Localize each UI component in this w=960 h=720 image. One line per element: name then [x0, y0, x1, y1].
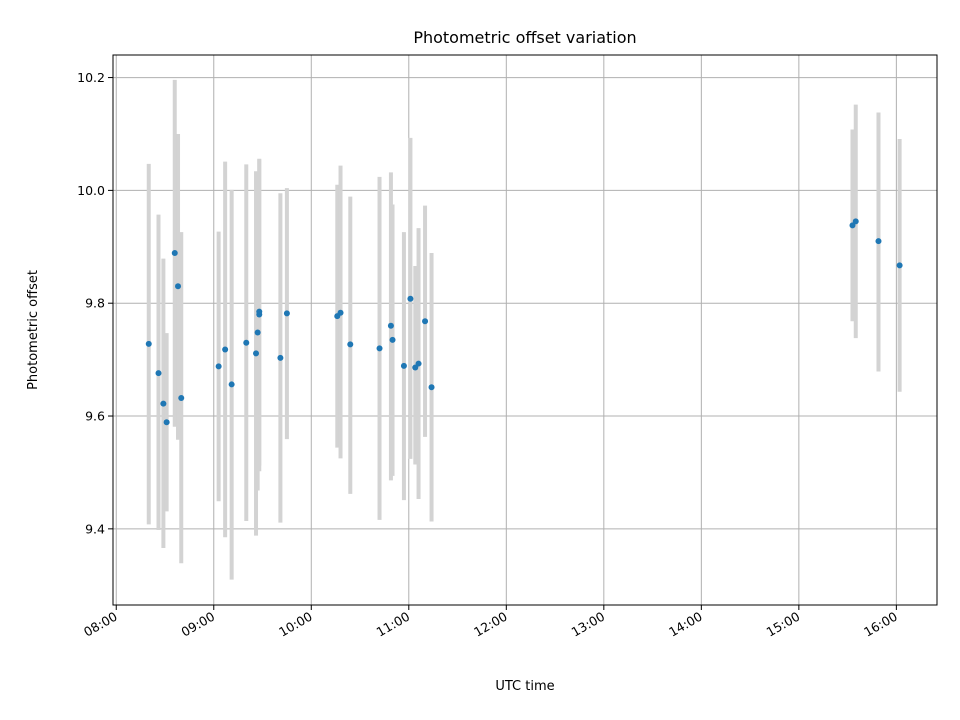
data-point — [222, 346, 229, 353]
data-point — [412, 364, 419, 371]
data-point — [422, 318, 429, 325]
x-axis-label: UTC time — [495, 679, 554, 694]
y-tick-label: 10.0 — [77, 183, 105, 198]
data-point — [155, 370, 162, 377]
x-tick-label: 11:00 — [374, 609, 413, 640]
x-axis: 08:00 09:00 10:00 11:00 12:00 13:00 14:00 15:00… — [81, 605, 900, 640]
data-points — [145, 218, 903, 426]
y-axis-label: Photometric offset — [26, 270, 41, 390]
x-tick-label: 09:00 — [179, 609, 218, 640]
x-tick-label: 16:00 — [861, 609, 900, 640]
data-point — [376, 345, 383, 352]
data-point — [400, 362, 407, 369]
data-point — [428, 384, 435, 391]
data-point — [875, 238, 882, 245]
x-tick-label: 12:00 — [471, 609, 510, 640]
data-point — [175, 283, 182, 290]
y-axis: 9.4 9.6 9.8 10.0 10.2 — [77, 70, 113, 536]
x-tick-label: 15:00 — [764, 609, 803, 640]
y-tick-label: 9.4 — [85, 521, 105, 536]
data-point — [337, 309, 344, 316]
x-tick-label: 14:00 — [666, 609, 705, 640]
y-tick-label: 9.6 — [85, 409, 105, 424]
plot-frame — [112, 54, 938, 606]
chart-title: Photometric offset variation — [413, 28, 636, 47]
data-point — [852, 218, 859, 225]
data-point — [160, 400, 167, 407]
x-tick-label: 13:00 — [569, 609, 608, 640]
data-point — [849, 222, 856, 229]
grid — [113, 55, 937, 605]
data-point — [171, 250, 178, 256]
data-point — [256, 308, 263, 315]
data-point — [215, 363, 222, 370]
data-point — [254, 329, 261, 336]
data-point — [277, 354, 284, 361]
data-point — [347, 341, 354, 348]
data-point — [178, 394, 185, 401]
data-point — [896, 262, 903, 269]
data-point — [407, 295, 414, 302]
data-point — [389, 336, 396, 343]
data-point — [243, 339, 250, 346]
data-point — [228, 381, 235, 388]
data-point — [163, 419, 170, 426]
data-point — [387, 322, 394, 329]
y-tick-label: 10.2 — [77, 70, 105, 85]
data-point — [145, 340, 152, 347]
y-tick-label: 9.8 — [85, 296, 105, 311]
data-point — [283, 310, 290, 317]
plot-background — [113, 55, 937, 605]
data-point — [415, 360, 422, 367]
x-tick-label: 08:00 — [81, 609, 120, 640]
data-point — [253, 350, 260, 357]
x-tick-label: 10:00 — [276, 609, 315, 640]
